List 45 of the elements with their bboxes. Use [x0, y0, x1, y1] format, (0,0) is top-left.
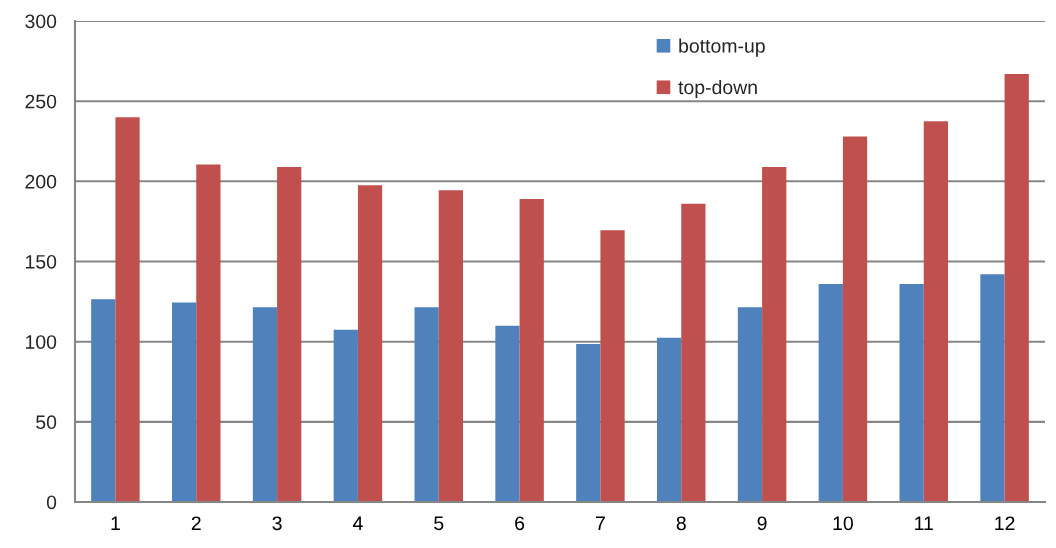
- bar: [576, 344, 601, 502]
- x-tick-label: 8: [676, 516, 686, 531]
- bar: [657, 337, 682, 502]
- bar: [762, 166, 787, 502]
- x-tick-label: 11: [915, 516, 933, 530]
- bar: [899, 283, 924, 502]
- bar: [172, 302, 197, 502]
- bar: [980, 274, 1005, 502]
- y-tick-label: 50: [36, 415, 57, 430]
- bar: [414, 307, 439, 502]
- y-tick-label: 250: [25, 94, 57, 109]
- y-tick-label: 150: [25, 254, 57, 269]
- bar: [737, 307, 763, 502]
- x-tick-label: 10: [833, 516, 853, 531]
- y-tick-label: 0: [46, 495, 57, 510]
- y-tick-label: 100: [25, 335, 57, 349]
- y-tick-label: 200: [25, 174, 57, 189]
- bar: [438, 190, 463, 502]
- bar: [818, 283, 843, 502]
- bar: [357, 185, 383, 502]
- bar: [1004, 73, 1029, 502]
- bar: [333, 329, 358, 502]
- x-tick-label: 2: [191, 516, 201, 530]
- bar: [91, 299, 116, 502]
- x-tick-label: 3: [272, 516, 282, 531]
- bar: [277, 166, 302, 502]
- bar: [196, 164, 221, 502]
- bar: [115, 117, 140, 502]
- legend-label: bottom-up: [679, 38, 765, 57]
- x-tick-label: 6: [515, 516, 525, 531]
- bar: [519, 198, 544, 502]
- x-tick-label: 7: [596, 516, 605, 530]
- bar: [923, 121, 948, 502]
- x-tick-label: 9: [757, 516, 767, 531]
- bar: [842, 136, 868, 502]
- bar: [681, 203, 706, 502]
- bar: [252, 307, 278, 502]
- bar: [600, 230, 625, 502]
- x-tick-label: 5: [434, 516, 444, 531]
- legend-label: top-down: [678, 79, 757, 99]
- x-tick-label: 12: [995, 516, 1015, 530]
- bar: [495, 325, 520, 502]
- y-tick-label: 300: [25, 14, 57, 29]
- x-tick-label: 1: [111, 516, 120, 530]
- x-tick-label: 4: [352, 516, 363, 530]
